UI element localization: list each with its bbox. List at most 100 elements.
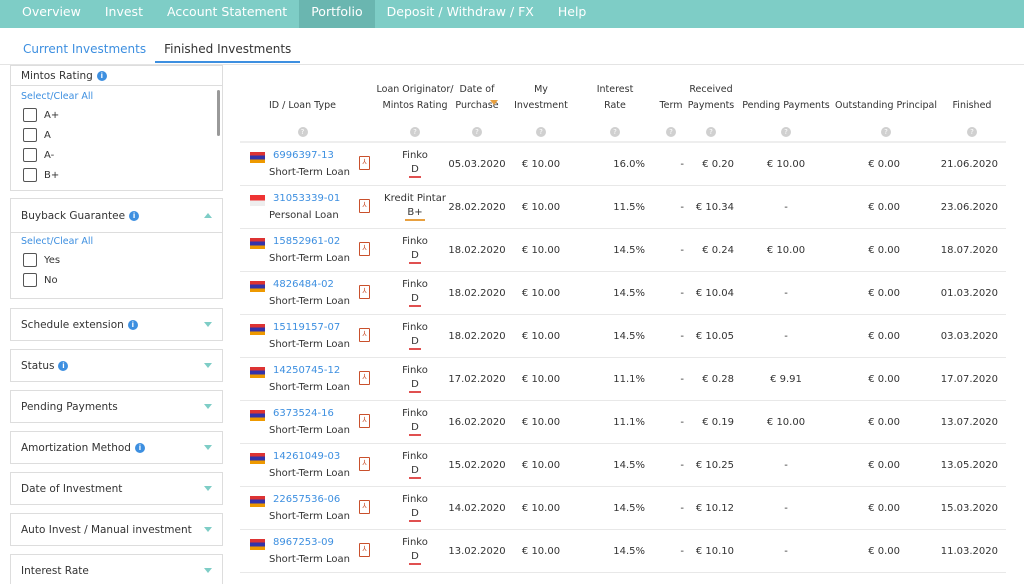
originator-name: Finko	[402, 150, 428, 161]
checkbox-option[interactable]: A	[11, 125, 222, 145]
chevron-down-icon[interactable]	[204, 403, 212, 409]
loan-id-link[interactable]: 22657536-06	[273, 494, 341, 505]
pdf-icon[interactable]: ⅄	[359, 457, 370, 471]
tab-finished-investments[interactable]: Finished Investments	[155, 40, 301, 63]
pdf-icon[interactable]: ⅄	[359, 156, 370, 170]
checkbox-option[interactable]: B+	[11, 165, 222, 185]
loan-id-link[interactable]: 8967253-09	[273, 537, 334, 548]
checkbox-option[interactable]: No	[11, 270, 222, 290]
loan-id-link[interactable]: 15852961-02	[273, 236, 341, 247]
nav-portfolio[interactable]: Portfolio	[299, 0, 375, 28]
loan-id-link[interactable]: 6996397-13	[273, 150, 334, 161]
filter-panel[interactable]: Status i	[10, 349, 223, 382]
column-header[interactable]: Term?	[658, 65, 684, 142]
help-icon[interactable]: ?	[297, 127, 308, 137]
checkbox[interactable]	[23, 148, 37, 162]
info-icon[interactable]: i	[58, 360, 69, 371]
info-icon[interactable]: i	[129, 210, 140, 221]
loan-id-link[interactable]: 4826484-02	[273, 279, 334, 290]
help-icon[interactable]: ?	[881, 127, 891, 137]
filter-title: Status	[21, 359, 55, 372]
help-icon[interactable]: ?	[410, 127, 420, 137]
checkbox[interactable]	[23, 108, 37, 122]
pdf-icon[interactable]: ⅄	[359, 199, 370, 213]
checkbox-option[interactable]: A+	[11, 105, 222, 125]
nav-account-statement[interactable]: Account Statement	[166, 4, 288, 19]
checkbox-option[interactable]: Yes	[11, 250, 222, 270]
checkbox[interactable]	[23, 273, 37, 287]
info-icon[interactable]: i	[134, 442, 145, 453]
originator-name: Finko	[402, 494, 428, 505]
filter-panel[interactable]: Amortization Method i	[10, 431, 223, 464]
column-header[interactable]: ID / Loan Type?	[250, 65, 355, 142]
chevron-down-icon[interactable]	[204, 485, 212, 491]
help-icon[interactable]: ?	[666, 127, 676, 137]
pdf-icon[interactable]: ⅄	[359, 285, 370, 299]
loan-id-link[interactable]: 14250745-12	[273, 365, 341, 376]
help-icon[interactable]: ?	[610, 127, 620, 137]
column-header[interactable]: Loan Originator/ Mintos Rating?	[375, 65, 455, 142]
chevron-down-icon[interactable]	[204, 567, 212, 573]
checkbox[interactable]	[23, 128, 37, 142]
help-icon[interactable]: ?	[536, 127, 546, 137]
pdf-icon[interactable]: ⅄	[359, 371, 370, 385]
column-header[interactable]: Outstanding Principal?	[834, 65, 938, 142]
select-clear-all-link[interactable]: Select/Clear All	[21, 91, 94, 102]
pdf-icon[interactable]: ⅄	[359, 242, 370, 256]
pdf-icon[interactable]: ⅄	[359, 500, 370, 514]
filter-panel[interactable]: Pending Payments	[10, 390, 223, 423]
nav-invest[interactable]: Invest	[104, 4, 143, 19]
loan-id-link[interactable]: 14261049-03	[273, 451, 341, 462]
filter-title: Amortization Method	[21, 441, 131, 454]
help-icon[interactable]: ?	[472, 127, 482, 137]
loan-id-link[interactable]: 31053339-01	[273, 193, 341, 204]
sort-desc-icon[interactable]	[490, 100, 498, 105]
filter-panel[interactable]: Date of Investment	[10, 472, 223, 505]
loan-id-link[interactable]: 15119157-07	[273, 322, 341, 333]
cell-term: -	[680, 546, 684, 557]
pdf-icon[interactable]: ⅄	[359, 414, 370, 428]
help-icon[interactable]: ?	[967, 127, 977, 137]
help-icon[interactable]: ?	[706, 127, 716, 137]
filter-panel[interactable]: Interest Rate	[10, 554, 223, 584]
column-header[interactable]: Finished?	[940, 65, 1004, 142]
filter-panel[interactable]: Auto Invest / Manual investment	[10, 513, 223, 546]
cell-out: € 0.00	[868, 202, 900, 213]
cell-pend: -	[784, 331, 788, 342]
select-clear-all-link[interactable]: Select/Clear All	[21, 236, 94, 247]
tab-current-investments[interactable]: Current Investments	[23, 42, 147, 56]
checkbox[interactable]	[23, 253, 37, 267]
scrollbar[interactable]	[217, 90, 220, 136]
column-header[interactable]: Date of Purchase?	[452, 65, 502, 142]
cell-recv: € 10.04	[695, 288, 734, 299]
filter-title: Interest Rate	[21, 564, 89, 577]
help-icon[interactable]: ?	[781, 127, 791, 137]
cell-recv: € 10.12	[695, 503, 734, 514]
chevron-down-icon[interactable]	[204, 362, 212, 368]
info-icon[interactable]: i	[127, 319, 138, 330]
chevron-down-icon[interactable]	[204, 526, 212, 532]
column-header[interactable]: Pending Payments?	[740, 65, 832, 142]
country-flag-icon	[250, 195, 265, 206]
cell-pend: € 10.00	[766, 417, 806, 428]
originator-name: Finko	[402, 236, 428, 247]
cell-recv: € 10.34	[695, 202, 734, 213]
checkbox-option[interactable]: A-	[11, 145, 222, 165]
nav-overview[interactable]: Overview	[22, 4, 81, 19]
chevron-up-icon[interactable]	[204, 212, 212, 218]
filter-panel[interactable]: Schedule extension i	[10, 308, 223, 341]
column-header[interactable]: Received Payments?	[684, 65, 738, 142]
pdf-icon[interactable]: ⅄	[359, 328, 370, 342]
cell-term: -	[680, 374, 684, 385]
pdf-icon[interactable]: ⅄	[359, 543, 370, 557]
nav-deposit-withdraw-fx[interactable]: Deposit / Withdraw / FX	[386, 4, 534, 19]
cell-inv: € 10.00	[521, 331, 561, 342]
nav-help[interactable]: Help	[557, 4, 587, 19]
loan-id-link[interactable]: 6373524-16	[273, 408, 334, 419]
info-icon[interactable]: i	[96, 70, 107, 81]
column-header[interactable]: My Investment?	[510, 65, 572, 142]
chevron-down-icon[interactable]	[204, 321, 212, 327]
checkbox[interactable]	[23, 168, 37, 182]
chevron-down-icon[interactable]	[204, 444, 212, 450]
column-header[interactable]: Interest Rate?	[585, 65, 645, 142]
